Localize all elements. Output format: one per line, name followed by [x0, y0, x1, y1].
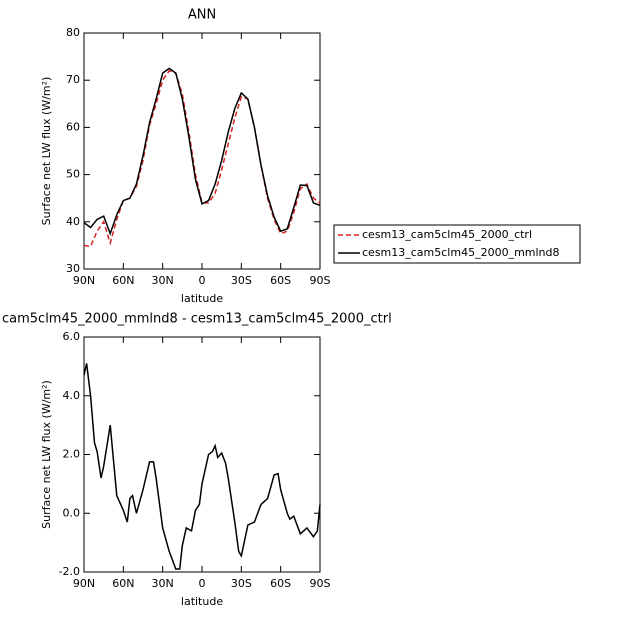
x-tick-label: 0 [199, 274, 206, 287]
y-tick-label: 0.0 [63, 506, 81, 519]
y-tick-label: 6.0 [63, 330, 81, 343]
x-tick-label: 60S [270, 274, 291, 287]
y-tick-label: 40 [66, 215, 80, 228]
x-tick-label: 90N [73, 274, 95, 287]
y-tick-label: 4.0 [63, 389, 81, 402]
x-axis-label: latitude [181, 292, 223, 305]
y-tick-label: 80 [66, 26, 80, 39]
x-tick-label: 90N [73, 577, 95, 590]
plot-frame [83, 32, 321, 270]
y-tick-label: -2.0 [59, 565, 80, 578]
legend-box [333, 224, 581, 264]
y-tick-label: 50 [66, 168, 80, 181]
series-line [83, 67, 321, 236]
y-axis-label: Surface net LW flux (W/m²) [40, 380, 53, 529]
legend-label: cesm13_cam5clm45_2000_ctrl [362, 228, 532, 241]
plot-frame [83, 336, 321, 573]
x-tick-label: 60N [112, 577, 134, 590]
y-tick-label: 70 [66, 73, 80, 86]
x-tick-label: 60N [112, 274, 134, 287]
series-line [83, 69, 321, 248]
x-tick-label: 60S [270, 577, 291, 590]
x-tick-label: 30N [152, 577, 174, 590]
series-line [83, 363, 321, 570]
x-tick-label: 30N [152, 274, 174, 287]
x-tick-label: 30S [231, 577, 252, 590]
y-tick-label: 2.0 [63, 448, 81, 461]
y-axis-label: Surface net LW flux (W/m²) [40, 77, 53, 226]
x-tick-label: 90S [310, 274, 331, 287]
x-tick-label: 90S [310, 577, 331, 590]
x-axis-label: latitude [181, 595, 223, 608]
chart-title: cam5clm45_2000_mmlnd8 - cesm13_cam5clm45… [2, 312, 392, 327]
x-tick-label: 0 [199, 577, 206, 590]
x-tick-label: 30S [231, 274, 252, 287]
y-tick-label: 30 [66, 262, 80, 275]
y-tick-label: 60 [66, 120, 80, 133]
chart-title: ANN [188, 8, 216, 23]
legend-label: cesm13_cam5clm45_2000_mmlnd8 [362, 246, 560, 259]
